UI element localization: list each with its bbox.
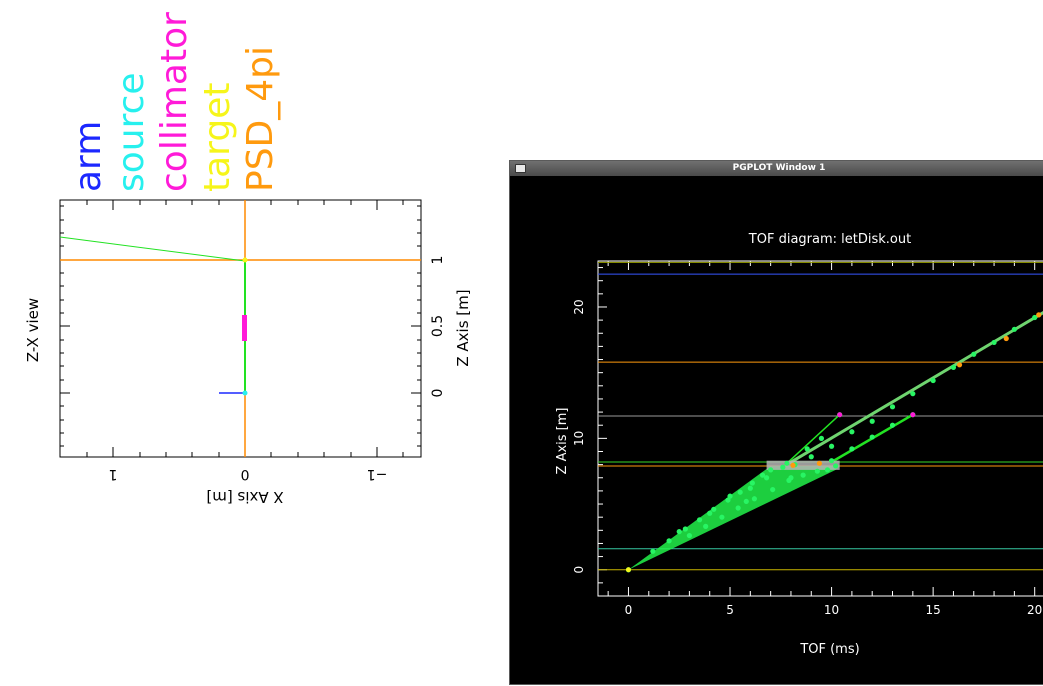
data-point	[808, 454, 814, 460]
neutron-points	[625, 311, 1043, 573]
data-point	[849, 429, 855, 435]
trajectory-branch	[786, 414, 841, 464]
x-tick-label: 5	[726, 603, 734, 617]
data-point	[743, 498, 749, 505]
data-point	[719, 514, 725, 520]
legend-arm: arm	[68, 121, 109, 192]
legend-target: target	[197, 83, 238, 192]
data-point	[1032, 314, 1038, 321]
source-point	[625, 567, 631, 573]
z-tick-0: 0	[430, 389, 446, 398]
detector-point	[1003, 335, 1009, 342]
data-point	[707, 510, 713, 516]
data-point	[784, 460, 790, 466]
tof-diagram: TOF diagram: letDisk.out 0 5 10 15 20 0 10 20 Z…	[555, 232, 1043, 657]
data-point	[666, 538, 672, 544]
data-point	[889, 404, 896, 410]
data-point	[828, 443, 835, 449]
data-point	[696, 517, 703, 523]
data-point	[930, 377, 936, 384]
pgplot-window[interactable]: PGPLOT Window 1 TOF diagram: letDisk.out…	[509, 160, 1043, 685]
window-title: PGPLOT Window 1	[732, 163, 826, 173]
detector-point	[790, 462, 796, 468]
x-axis-label: X Axis [m]	[206, 488, 283, 506]
zx-view-title: Z-X view	[24, 298, 42, 362]
data-point	[747, 485, 753, 491]
data-point	[676, 529, 682, 535]
data-point	[869, 418, 875, 424]
z-axis-label: Z Axis [m]	[454, 289, 470, 366]
detector-point	[956, 362, 963, 368]
data-point	[804, 446, 810, 452]
trajectory-main	[788, 311, 1043, 465]
tick-labels: 0 5 10 15 20 0 10 20	[572, 299, 1042, 617]
data-point	[759, 472, 766, 478]
data-point	[910, 391, 916, 397]
data-point	[735, 505, 741, 511]
collimator-point	[910, 412, 916, 418]
data-point	[788, 475, 794, 481]
legend-psd-4pi: PSD_4pi	[240, 46, 281, 192]
window-menu-icon[interactable]	[515, 164, 526, 173]
data-point	[780, 464, 786, 470]
data-point	[763, 475, 770, 481]
x-axis-label: TOF (ms)	[799, 642, 859, 657]
chart-title: TOF diagram: letDisk.out	[748, 232, 911, 247]
z-tick-0-5: 0.5	[430, 315, 446, 337]
data-point	[828, 458, 835, 464]
zx-plot-area	[59, 199, 422, 458]
y-tick-label: 0	[572, 566, 586, 574]
data-point	[737, 489, 743, 495]
data-point	[749, 480, 755, 486]
data-point	[800, 472, 806, 478]
detector-point	[1036, 312, 1042, 318]
component-lines	[598, 261, 1043, 571]
x-tick-minus-1: −1	[367, 466, 388, 482]
detector-hit-band	[766, 460, 840, 470]
z-tick-1: 1	[430, 256, 446, 265]
component-legend: arm source collimator target PSD_4pi	[68, 12, 281, 192]
data-point	[703, 523, 709, 529]
neutron-cone	[628, 465, 840, 570]
data-point	[1011, 326, 1017, 332]
y-axis-label: Z Axis [m]	[555, 408, 570, 475]
data-point	[650, 548, 656, 554]
window-titlebar[interactable]: PGPLOT Window 1	[510, 161, 1043, 176]
data-point	[814, 468, 820, 474]
data-point	[751, 496, 757, 502]
x-tick-0: 0	[241, 466, 250, 482]
x-tick-1: 1	[109, 466, 118, 482]
x-tick-label: 15	[925, 603, 940, 617]
data-point	[889, 422, 896, 428]
data-point	[950, 364, 957, 371]
y-tick-label: 20	[572, 299, 586, 314]
data-point	[971, 351, 977, 357]
zx-view-plot: arm source collimator target PSD_4pi	[24, 12, 470, 506]
plot-border	[597, 260, 1043, 597]
data-point	[711, 506, 717, 512]
data-point	[869, 434, 875, 440]
y-tick-label: 10	[572, 431, 586, 446]
data-point	[849, 446, 855, 452]
detector-point	[816, 460, 822, 466]
collimator-point	[837, 412, 843, 418]
data-point	[768, 467, 774, 473]
data-point	[725, 497, 731, 503]
data-point	[770, 486, 776, 493]
data-point	[682, 526, 688, 532]
data-point	[818, 435, 825, 441]
x-tick-label: 0	[625, 603, 633, 617]
data-point	[686, 532, 692, 539]
data-point	[833, 463, 839, 469]
data-point	[991, 339, 997, 346]
data-point	[727, 493, 733, 499]
x-tick-label: 10	[824, 603, 839, 617]
data-point	[824, 467, 831, 473]
legend-source: source	[111, 72, 152, 192]
x-tick-label: 20	[1027, 603, 1042, 617]
legend-collimator: collimator	[154, 12, 195, 192]
